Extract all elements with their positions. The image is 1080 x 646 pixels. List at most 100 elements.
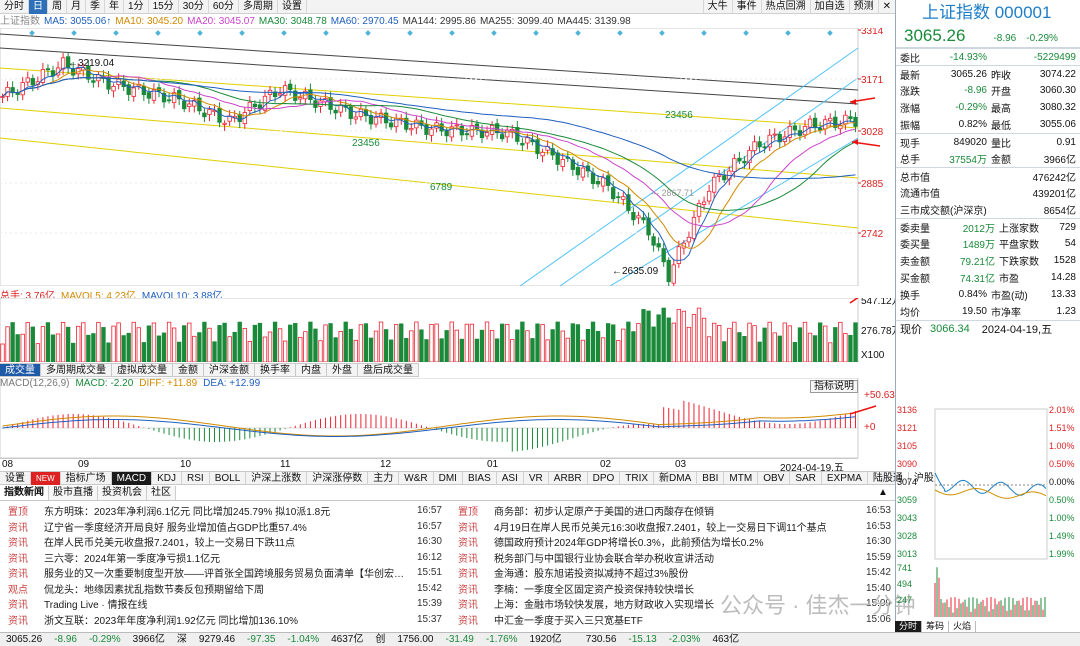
news-title[interactable]: 金海通：股东旭诺投资拟减持不超过3%股份 bbox=[494, 569, 689, 581]
period-button-11[interactable]: 设置 bbox=[278, 0, 307, 14]
indicator-tab-7[interactable]: 沪深上涨数 bbox=[246, 472, 308, 485]
status-item: 1756.00 bbox=[397, 634, 434, 645]
period-button-2[interactable]: 周 bbox=[48, 0, 67, 14]
news-row[interactable]: 资讯 三六零：2024年第一季度净亏损1.1亿元 16:12 bbox=[0, 550, 446, 566]
news-title[interactable]: 4月19日在岸人民币兑美元16:30收盘报7.2401，较上一交易日下调11个基… bbox=[494, 522, 827, 534]
news-row[interactable]: 资讯 金海通：股东旭诺投资拟减持不超过3%股份 15:42 bbox=[450, 565, 895, 581]
indicator-tab-14[interactable]: VR bbox=[524, 472, 549, 485]
indicator-tab-10[interactable]: W&R bbox=[399, 472, 434, 485]
news-row[interactable]: 资讯 浙文互联：2023年年度净利润1.92亿元 同比增加136.10% 15:37 bbox=[0, 612, 446, 628]
news-time: 15:51 bbox=[416, 567, 442, 579]
news-tab-1[interactable]: 股市直播 bbox=[49, 486, 98, 500]
news-row[interactable]: 观点 侃龙头：地缘因素扰乱指数节奏反包预期留给下周 15:42 bbox=[0, 581, 446, 597]
indicator-tab-23[interactable]: EXPMA bbox=[822, 472, 868, 485]
period-button-4[interactable]: 季 bbox=[86, 0, 105, 14]
period-button-9[interactable]: 60分 bbox=[209, 0, 239, 14]
macd-chart[interactable]: +50.63 +0 bbox=[0, 378, 895, 458]
period-button-5[interactable]: 年 bbox=[105, 0, 124, 14]
volume-tab-8[interactable]: 盘后成交量 bbox=[358, 363, 419, 377]
news-row[interactable]: 资讯 Trading Live · 情报在线 15:39 bbox=[0, 596, 446, 612]
news-row[interactable]: 资讯 德国政府预计2024年GDP将增长0.3%，此前预估为增长0.2% 16:30 bbox=[450, 534, 895, 550]
news-title[interactable]: Trading Live · 情报在线 bbox=[44, 600, 148, 612]
period-button-1[interactable]: 日 bbox=[29, 0, 48, 14]
news-row[interactable]: 置顶 商务部：初步认定原产于美国的进口丙酸存在倾销 16:53 bbox=[450, 503, 895, 519]
news-row[interactable]: 资讯 李楠：一季度全区固定资产投资保持较快增长 15:40 bbox=[450, 581, 895, 597]
volume-tab-4[interactable]: 沪深金额 bbox=[204, 363, 255, 377]
period-button-6[interactable]: 1分 bbox=[124, 0, 149, 14]
indicator-tab-12[interactable]: BIAS bbox=[463, 472, 497, 485]
indicator-tab-8[interactable]: 沪深涨停数 bbox=[307, 472, 369, 485]
news-title[interactable]: 税务部门与中国银行业协会联合举办税收宣讲活动 bbox=[494, 553, 714, 565]
news-tab-2[interactable]: 投资机会 bbox=[98, 486, 147, 500]
status-item bbox=[568, 633, 580, 646]
news-title[interactable]: 在岸人民币兑美元收盘报7.2401，较上一交易日下跌11点 bbox=[44, 538, 295, 550]
toolbar-right-button-3[interactable]: 加自选 bbox=[809, 0, 849, 14]
news-row[interactable]: 资讯 辽宁省一季度经济开局良好 服务业增加值占GDP比重57.4% 16:57 bbox=[0, 519, 446, 535]
indicator-tab-0[interactable]: 设置 bbox=[0, 472, 31, 485]
volume-tab-1[interactable]: 多周期成交量 bbox=[41, 363, 112, 377]
candlestick-chart[interactable]: 3314 3171 3028 2885 2742 ←3219.04 ←2635.09 — 28… bbox=[0, 28, 895, 286]
period-button-0[interactable]: 分时 bbox=[0, 0, 29, 14]
status-item: 3065.26 bbox=[6, 634, 43, 645]
toolbar-right-button-4[interactable]: 预测 bbox=[848, 0, 878, 14]
indicator-tab-9[interactable]: 主力 bbox=[368, 472, 400, 485]
volume-tab-3[interactable]: 金额 bbox=[173, 363, 204, 377]
volume-tab-7[interactable]: 外盘 bbox=[327, 363, 358, 377]
collapse-icon[interactable]: ▲ bbox=[878, 487, 888, 498]
indicator-tab-20[interactable]: MTM bbox=[724, 472, 759, 485]
period-button-8[interactable]: 30分 bbox=[179, 0, 209, 14]
news-title[interactable]: 服务业的又一次重要制度型开放——评首张全国跨境服务贸易负面清单【华创宏观… bbox=[44, 569, 410, 581]
indicator-tab-22[interactable]: SAR bbox=[790, 472, 822, 485]
indicator-tab-16[interactable]: DPO bbox=[588, 472, 621, 485]
news-tab-3[interactable]: 社区 bbox=[147, 486, 176, 500]
news-row[interactable]: 资讯 上海：金融市场较快发展，地方财政收入实现增长 15:09 bbox=[450, 596, 895, 612]
volume-chart[interactable]: 547.12万 276.78万 X100 bbox=[0, 298, 895, 362]
intraday-tab-1[interactable]: 筹码 bbox=[922, 621, 950, 632]
news-tab-0[interactable]: 指数新闻 bbox=[0, 486, 49, 500]
news-title[interactable]: 德国政府预计2024年GDP将增长0.3%，此前预估为增长0.2% bbox=[494, 538, 764, 550]
news-row[interactable]: 资讯 税务部门与中国银行业协会联合举办税收宣讲活动 15:59 bbox=[450, 550, 895, 566]
volume-tab-0[interactable]: 成交量 bbox=[0, 363, 41, 377]
intraday-chart[interactable]: 3136 3121 3105 3090 3074 3059 3043 3028 3013 741 4… bbox=[895, 395, 1080, 623]
news-title[interactable]: 商务部：初步认定原产于美国的进口丙酸存在倾销 bbox=[494, 507, 714, 519]
indicator-tab-5[interactable]: RSI bbox=[182, 472, 210, 485]
toolbar-right-button-1[interactable]: 事件 bbox=[731, 0, 761, 14]
indicator-tab-18[interactable]: 新DMA bbox=[654, 472, 698, 485]
intraday-right-axis: 0.50% bbox=[1049, 459, 1075, 469]
news-row[interactable]: 资讯 服务业的又一次重要制度型开放——评首张全国跨境服务贸易负面清单【华创宏观… 1… bbox=[0, 565, 446, 581]
indicator-tab-21[interactable]: OBV bbox=[758, 472, 791, 485]
news-row[interactable]: 资讯 在岸人民币兑美元收盘报7.2401，较上一交易日下跌11点 16:30 bbox=[0, 534, 446, 550]
period-button-10[interactable]: 多周期 bbox=[239, 0, 278, 14]
volume-tab-5[interactable]: 换手率 bbox=[255, 363, 296, 377]
toolbar-right-button-2[interactable]: 热点回溯 bbox=[760, 0, 810, 14]
news-title[interactable]: 辽宁省一季度经济开局良好 服务业增加值占GDP比重57.4% bbox=[44, 522, 307, 534]
indicator-tab-15[interactable]: ARBR bbox=[549, 472, 588, 485]
intraday-tab-2[interactable]: 火焰 bbox=[949, 621, 977, 632]
volume-tab-2[interactable]: 虚拟成交量 bbox=[112, 363, 173, 377]
period-button-7[interactable]: 15分 bbox=[149, 0, 179, 14]
news-row[interactable]: 资讯 中汇金一季度于买入三只宽基ETF 15:06 bbox=[450, 612, 895, 628]
news-title[interactable]: 浙文互联：2023年年度净利润1.92亿元 同比增加136.10% bbox=[44, 615, 298, 627]
indicator-tab-6[interactable]: BOLL bbox=[210, 472, 247, 485]
period-button-3[interactable]: 月 bbox=[67, 0, 86, 14]
indicator-tab-13[interactable]: ASI bbox=[497, 472, 524, 485]
news-title[interactable]: 侃龙头：地缘因素扰乱指数节奏反包预期留给下周 bbox=[44, 584, 264, 596]
indicator-tab-24[interactable]: 陆股通 bbox=[868, 472, 909, 485]
news-row[interactable]: 置顶 东方明珠：2023年净利润6.1亿元 同比增加245.79% 拟10派1.8… bbox=[0, 503, 446, 519]
date-axis-label: 08 bbox=[2, 459, 14, 470]
indicator-tab-17[interactable]: TRIX bbox=[620, 472, 655, 485]
toolbar-right-button-0[interactable]: 大牛 bbox=[702, 0, 732, 14]
news-title[interactable]: 东方明珠：2023年净利润6.1亿元 同比增加245.79% 拟10派1.8元 bbox=[44, 507, 331, 519]
indicator-explain-button[interactable]: 指标说明 bbox=[810, 380, 858, 393]
volume-tab-6[interactable]: 内盘 bbox=[296, 363, 327, 377]
news-title[interactable]: 三六零：2024年第一季度净亏损1.1亿元 bbox=[44, 553, 221, 565]
indicator-tab-1[interactable]: NEW bbox=[31, 472, 61, 485]
indicator-tab-2[interactable]: 指标广场 bbox=[61, 472, 112, 485]
intraday-tab-0[interactable]: 分时 bbox=[895, 621, 923, 632]
indicator-tab-4[interactable]: KDJ bbox=[152, 472, 183, 485]
news-row[interactable]: 资讯 4月19日在岸人民币兑美元16:30收盘报7.2401，较上一交易日下调11… bbox=[450, 519, 895, 535]
close-icon[interactable]: ✕ bbox=[877, 0, 895, 14]
indicator-tab-11[interactable]: DMI bbox=[434, 472, 463, 485]
indicator-tab-19[interactable]: BBI bbox=[697, 472, 725, 485]
indicator-tab-3[interactable]: MACD bbox=[111, 472, 153, 485]
